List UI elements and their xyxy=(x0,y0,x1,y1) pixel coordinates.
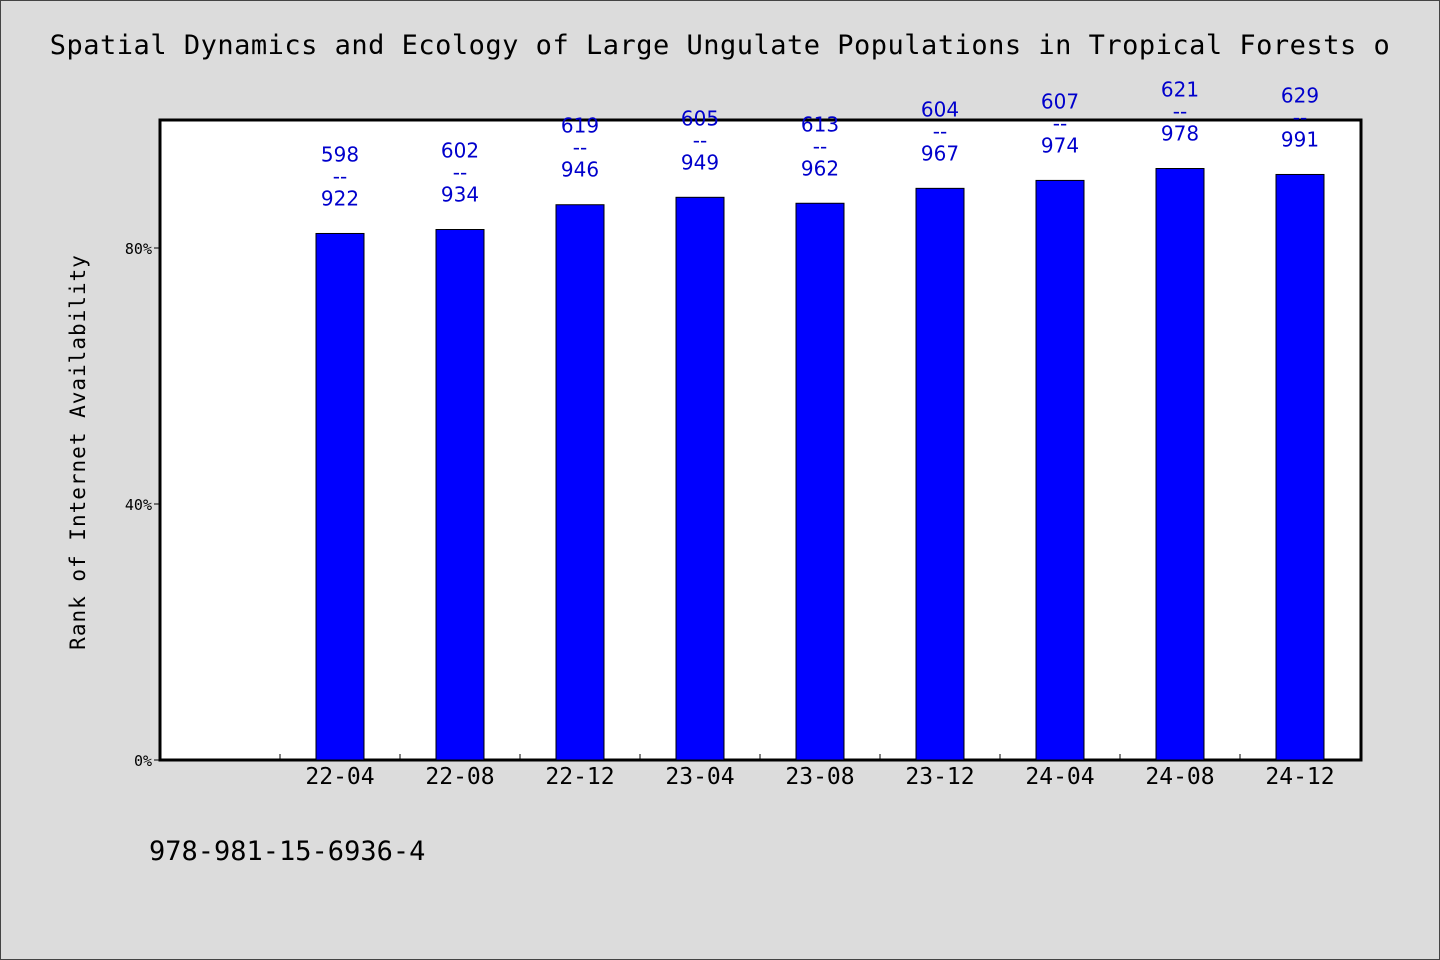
data-label: 991 xyxy=(1281,127,1319,151)
data-label-separator: -- xyxy=(693,128,707,152)
x-tick-label: 23-08 xyxy=(785,764,854,790)
data-label: 598 xyxy=(321,142,359,166)
x-tick-label: 23-04 xyxy=(665,764,734,790)
data-label-separator: -- xyxy=(813,134,827,158)
chart-title: Spatial Dynamics and Ecology of Large Un… xyxy=(49,30,1391,61)
data-label: 934 xyxy=(441,183,479,207)
x-tick-label: 22-08 xyxy=(425,764,494,790)
data-label-separator: -- xyxy=(573,136,587,160)
x-tick-label: 24-08 xyxy=(1145,764,1214,790)
bar-24-08 xyxy=(1155,168,1205,761)
x-tick-label: 23-12 xyxy=(905,764,974,790)
data-label-separator: -- xyxy=(933,119,947,143)
data-label-separator: -- xyxy=(453,161,467,185)
bar-23-08 xyxy=(795,202,845,761)
y-tick-label: 0% xyxy=(134,752,152,770)
bar-22-12 xyxy=(555,204,605,761)
bar-22-08 xyxy=(435,229,485,761)
data-label: 978 xyxy=(1161,122,1199,146)
data-label: 974 xyxy=(1041,133,1079,157)
x-tick-label: 24-12 xyxy=(1265,764,1334,790)
data-label: 621 xyxy=(1161,78,1199,102)
y-tick-label: 80% xyxy=(125,240,152,258)
data-label: 604 xyxy=(921,97,959,121)
data-label-separator: -- xyxy=(1173,100,1187,124)
data-label: 949 xyxy=(681,150,719,174)
x-tick-label: 24-04 xyxy=(1025,764,1094,790)
data-label: 922 xyxy=(321,186,359,210)
bar-24-12 xyxy=(1275,173,1325,761)
data-label: 962 xyxy=(801,156,839,180)
y-tick-label: 40% xyxy=(125,496,152,514)
bar-22-04 xyxy=(315,232,365,761)
data-label: 946 xyxy=(561,158,599,182)
data-label: 629 xyxy=(1281,83,1319,107)
data-label: 605 xyxy=(681,106,719,130)
bar-24-04 xyxy=(1035,179,1085,761)
data-label: 602 xyxy=(441,139,479,163)
bar-23-12 xyxy=(915,187,965,761)
data-label: 613 xyxy=(801,112,839,136)
data-label: 619 xyxy=(561,114,599,138)
x-tick-label: 22-12 xyxy=(545,764,614,790)
data-label-separator: -- xyxy=(1293,105,1307,129)
data-label-separator: -- xyxy=(1053,111,1067,135)
x-tick-label: 22-04 xyxy=(305,764,374,790)
footer-note: 978-981-15-6936-4 xyxy=(149,836,426,867)
bar-23-04 xyxy=(675,196,725,761)
data-label-separator: -- xyxy=(333,164,347,188)
data-label: 607 xyxy=(1041,89,1079,113)
data-label: 967 xyxy=(921,141,959,165)
